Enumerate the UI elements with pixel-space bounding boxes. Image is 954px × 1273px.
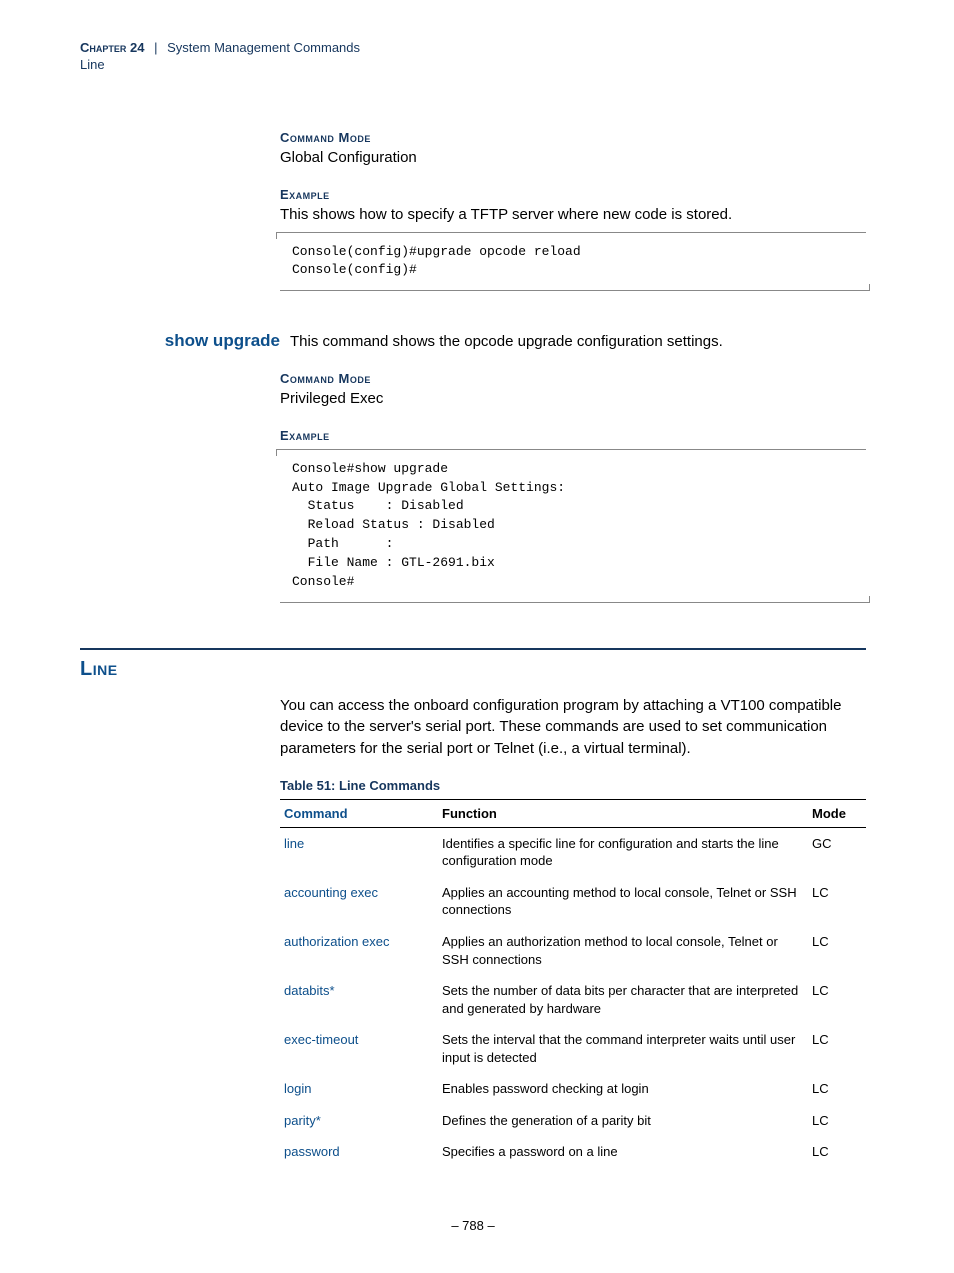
table-row: databits*Sets the number of data bits pe… bbox=[280, 975, 866, 1024]
heading-example: Example bbox=[280, 187, 866, 202]
cell-command[interactable]: databits* bbox=[280, 975, 438, 1024]
table-header-row: Command Function Mode bbox=[280, 799, 866, 827]
section-divider bbox=[80, 648, 866, 650]
cell-function: Applies an authorization method to local… bbox=[438, 926, 808, 975]
command-name-show-upgrade: show upgrade bbox=[140, 331, 290, 353]
cell-mode: LC bbox=[808, 926, 866, 975]
command-entry: show upgrade This command shows the opco… bbox=[140, 331, 866, 353]
th-function: Function bbox=[438, 799, 808, 827]
th-mode: Mode bbox=[808, 799, 866, 827]
chapter-title: System Management Commands bbox=[167, 40, 360, 55]
cell-command[interactable]: authorization exec bbox=[280, 926, 438, 975]
chapter-label: Chapter 24 bbox=[80, 40, 144, 55]
table-caption: Table 51: Line Commands bbox=[280, 778, 866, 793]
cell-function: Enables password checking at login bbox=[438, 1073, 808, 1105]
table-row: lineIdentifies a specific line for confi… bbox=[280, 827, 866, 877]
th-command: Command bbox=[280, 799, 438, 827]
cell-function: Specifies a password on a line bbox=[438, 1136, 808, 1168]
cell-mode: LC bbox=[808, 877, 866, 926]
cell-mode: GC bbox=[808, 827, 866, 877]
cell-function: Sets the number of data bits per charact… bbox=[438, 975, 808, 1024]
table-row: parity*Defines the generation of a parit… bbox=[280, 1105, 866, 1137]
heading-example-2: Example bbox=[280, 428, 866, 443]
cell-mode: LC bbox=[808, 1105, 866, 1137]
table-row: accounting execApplies an accounting met… bbox=[280, 877, 866, 926]
table-row: loginEnables password checking at loginL… bbox=[280, 1073, 866, 1105]
table-row: authorization execApplies an authorizati… bbox=[280, 926, 866, 975]
heading-command-mode: Command Mode bbox=[280, 130, 866, 145]
cell-mode: LC bbox=[808, 1024, 866, 1073]
page-header: Chapter 24 | System Management Commands … bbox=[80, 40, 866, 72]
cell-command[interactable]: password bbox=[280, 1136, 438, 1168]
cell-command[interactable]: accounting exec bbox=[280, 877, 438, 926]
header-line-1: Chapter 24 | System Management Commands bbox=[80, 40, 866, 55]
cell-mode: LC bbox=[808, 975, 866, 1024]
cell-command[interactable]: line bbox=[280, 827, 438, 877]
cell-command[interactable]: parity* bbox=[280, 1105, 438, 1137]
command-desc: This command shows the opcode upgrade co… bbox=[290, 331, 866, 353]
cell-function: Sets the interval that the command inter… bbox=[438, 1024, 808, 1073]
text-privileged-exec: Privileged Exec bbox=[280, 388, 866, 410]
text-example-desc: This shows how to specify a TFTP server … bbox=[280, 204, 866, 226]
section-title-line: Line bbox=[80, 658, 866, 681]
heading-command-mode-2: Command Mode bbox=[280, 371, 866, 386]
cell-mode: LC bbox=[808, 1136, 866, 1168]
cell-function: Defines the generation of a parity bit bbox=[438, 1105, 808, 1137]
table-row: passwordSpecifies a password on a lineLC bbox=[280, 1136, 866, 1168]
text-global-configuration: Global Configuration bbox=[280, 147, 866, 169]
header-line-2: Line bbox=[80, 57, 866, 72]
line-commands-table: Command Function Mode lineIdentifies a s… bbox=[280, 799, 866, 1168]
code-block-2: Console#show upgrade Auto Image Upgrade … bbox=[280, 449, 866, 603]
cell-function: Applies an accounting method to local co… bbox=[438, 877, 808, 926]
cell-function: Identifies a specific line for configura… bbox=[438, 827, 808, 877]
table-row: exec-timeoutSets the interval that the c… bbox=[280, 1024, 866, 1073]
cell-command[interactable]: exec-timeout bbox=[280, 1024, 438, 1073]
code-block-1: Console(config)#upgrade opcode reload Co… bbox=[280, 232, 866, 292]
page-number: – 788 – bbox=[80, 1218, 866, 1233]
line-intro-text: You can access the onboard configuration… bbox=[280, 695, 866, 760]
cell-mode: LC bbox=[808, 1073, 866, 1105]
separator: | bbox=[154, 40, 157, 55]
cell-command[interactable]: login bbox=[280, 1073, 438, 1105]
